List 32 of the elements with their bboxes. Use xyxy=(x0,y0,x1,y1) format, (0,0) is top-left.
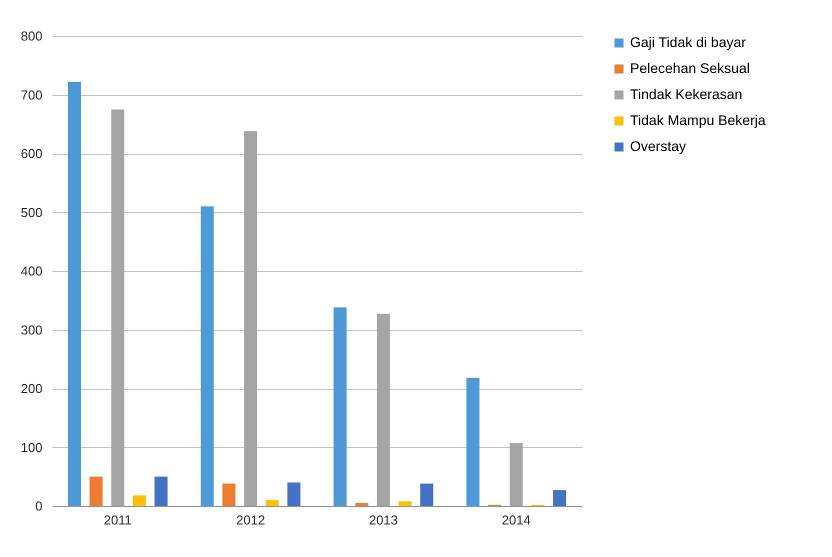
y-tick-label: 300 xyxy=(20,322,42,338)
legend-label: Tindak Kekerasan xyxy=(630,86,742,102)
y-tick-label: 100 xyxy=(20,440,42,455)
legend-label: Overstay xyxy=(630,138,686,154)
x-tick-label: 2014 xyxy=(502,512,531,528)
y-tick-label: 200 xyxy=(20,381,42,396)
bar xyxy=(68,82,81,506)
x-tick-label: 2013 xyxy=(368,512,398,528)
bar xyxy=(355,503,368,506)
legend-label: Tidak Mampu Bekerja xyxy=(630,112,766,128)
bar xyxy=(334,307,347,506)
bar xyxy=(466,378,480,506)
bar xyxy=(398,501,412,506)
y-tick-label: 0 xyxy=(35,498,42,514)
bar xyxy=(154,476,168,506)
bar xyxy=(90,476,103,506)
legend-label: Pelecehan Seksual xyxy=(630,60,750,76)
y-tick-label: 600 xyxy=(20,146,42,161)
bar xyxy=(287,482,300,506)
x-tick-label: 2011 xyxy=(104,512,132,528)
y-tick-label: 800 xyxy=(20,28,42,44)
bar xyxy=(266,500,279,506)
bar xyxy=(132,495,146,506)
y-tick-label: 400 xyxy=(20,264,42,278)
bar xyxy=(222,484,236,506)
bar xyxy=(553,490,566,506)
x-tick-label: 2012 xyxy=(236,512,266,528)
bar xyxy=(200,206,214,506)
legend-label: Gaji Tidak di bayar xyxy=(630,34,746,50)
bar xyxy=(420,484,434,506)
y-tick-label: 500 xyxy=(20,204,42,220)
y-tick-label: 700 xyxy=(20,87,42,102)
